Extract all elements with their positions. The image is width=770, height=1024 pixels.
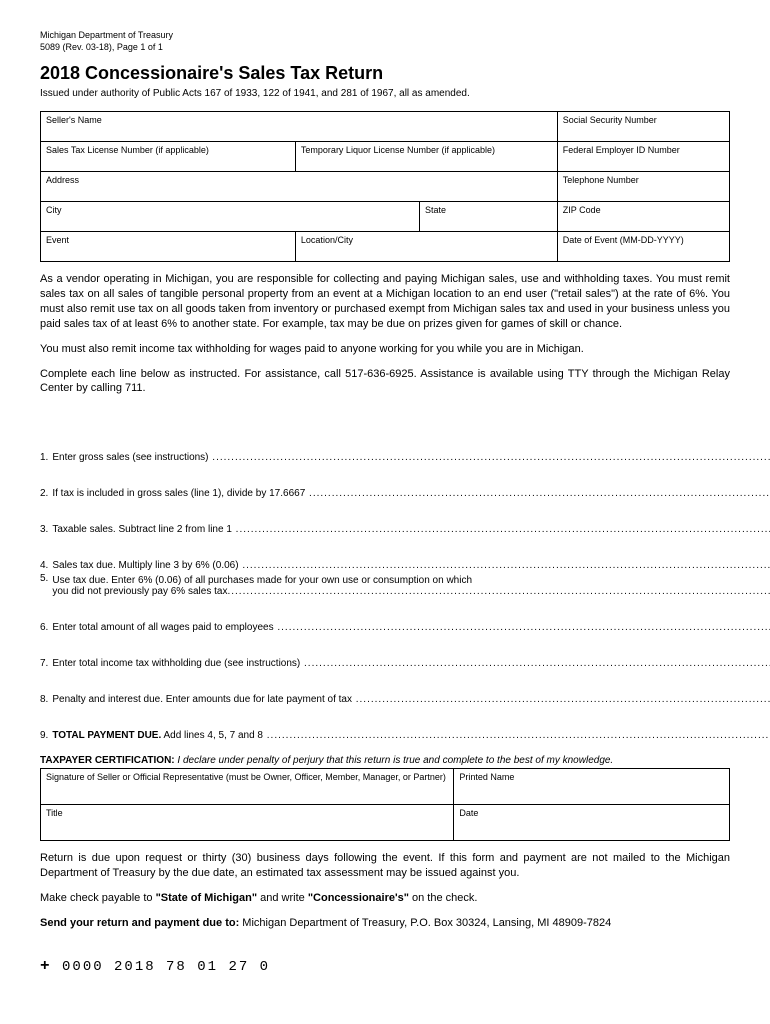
field-date[interactable]: Date <box>454 805 730 841</box>
line-text: Taxable sales. Subtract line 2 from line… <box>52 524 770 535</box>
instruction-para-3: Complete each line below as instructed. … <box>40 367 730 397</box>
plus-icon: + <box>40 957 52 975</box>
certification-table: Signature of Seller or Official Represen… <box>40 768 730 841</box>
line-text: Enter total amount of all wages paid to … <box>52 622 770 633</box>
calculation-table: 1. Enter gross sales (see instructions) … <box>40 410 770 741</box>
field-title[interactable]: Title <box>41 805 454 841</box>
field-fein[interactable]: Federal Employer ID Number <box>557 142 729 172</box>
line-num: 7. <box>40 643 52 669</box>
line-num: 5. <box>40 571 52 597</box>
line-num: 1. <box>40 437 52 463</box>
form-id: 5089 (Rev. 03-18), Page 1 of 1 <box>40 42 730 54</box>
cert-ital: I declare under penalty of perjury that … <box>175 755 614 766</box>
footer-2c: and write <box>257 892 308 904</box>
footer-para-3: Send your return and payment due to: Mic… <box>40 916 730 931</box>
form-subtitle: Issued under authority of Public Acts 16… <box>40 88 730 99</box>
field-state[interactable]: State <box>419 202 557 232</box>
certification-header: TAXPAYER CERTIFICATION: I declare under … <box>40 755 730 766</box>
field-city[interactable]: City <box>41 202 420 232</box>
line-text-bold: TOTAL PAYMENT DUE. <box>52 730 161 741</box>
department-header: Michigan Department of Treasury 5089 (Re… <box>40 30 730 53</box>
field-location-city[interactable]: Location/City <box>295 232 557 262</box>
line-num: 3. <box>40 509 52 535</box>
code-text: 0000 2018 78 01 27 0 <box>62 959 270 975</box>
footer-3b: Michigan Department of Treasury, P.O. Bo… <box>242 917 611 929</box>
footer-para-2: Make check payable to "State of Michigan… <box>40 891 730 906</box>
line-text: Penalty and interest due. Enter amounts … <box>52 694 770 705</box>
form-title: 2018 Concessionaire's Sales Tax Return <box>40 63 730 84</box>
instruction-para-2: You must also remit income tax withholdi… <box>40 342 730 357</box>
line-text: Enter gross sales (see instructions) <box>52 452 770 463</box>
line-text: Enter total income tax withholding due (… <box>52 658 770 669</box>
line-num: 2. <box>40 473 52 499</box>
instruction-para-1: As a vendor operating in Michigan, you a… <box>40 272 730 331</box>
footer-2b: "State of Michigan" <box>156 892 258 904</box>
field-telephone[interactable]: Telephone Number <box>557 172 729 202</box>
field-liquor-license[interactable]: Temporary Liquor License Number (if appl… <box>295 142 557 172</box>
line-text-2: you did not previously pay 6% sales tax <box>52 586 770 597</box>
field-zip[interactable]: ZIP Code <box>557 202 729 232</box>
field-date-of-event[interactable]: Date of Event (MM-DD-YYYY) <box>557 232 729 262</box>
bottom-code: + 0000 2018 78 01 27 0 <box>40 957 730 975</box>
dept-name: Michigan Department of Treasury <box>40 30 730 42</box>
field-address[interactable]: Address <box>41 172 558 202</box>
field-event[interactable]: Event <box>41 232 296 262</box>
footer-2e: on the check. <box>409 892 478 904</box>
cert-bold: TAXPAYER CERTIFICATION: <box>40 755 175 766</box>
footer-2a: Make check payable to <box>40 892 156 904</box>
field-sales-tax-license[interactable]: Sales Tax License Number (if applicable) <box>41 142 296 172</box>
line-text-rest: Add lines 4, 5, 7 and 8 <box>161 730 263 741</box>
line-num: 6. <box>40 607 52 633</box>
footer-3a: Send your return and payment due to: <box>40 917 242 929</box>
line-text: Sales tax due. Multiply line 3 by 6% (0.… <box>52 560 770 571</box>
line-text: If tax is included in gross sales (line … <box>52 488 770 499</box>
field-signature[interactable]: Signature of Seller or Official Represen… <box>41 769 454 805</box>
footer-para-1: Return is due upon request or thirty (30… <box>40 851 730 881</box>
footer-2d: "Concessionaire's" <box>308 892 409 904</box>
field-printed-name[interactable]: Printed Name <box>454 769 730 805</box>
identity-table: Seller's Name Social Security Number Sal… <box>40 111 730 262</box>
line-num: 9. <box>40 715 52 741</box>
line-num: 8. <box>40 679 52 705</box>
field-seller-name[interactable]: Seller's Name <box>41 112 558 142</box>
field-ssn[interactable]: Social Security Number <box>557 112 729 142</box>
line-num: 4. <box>40 545 52 571</box>
line-text: TOTAL PAYMENT DUE. Add lines 4, 5, 7 and… <box>52 730 770 741</box>
line-text-1: Use tax due. Enter 6% (0.06) of all purc… <box>52 575 770 586</box>
